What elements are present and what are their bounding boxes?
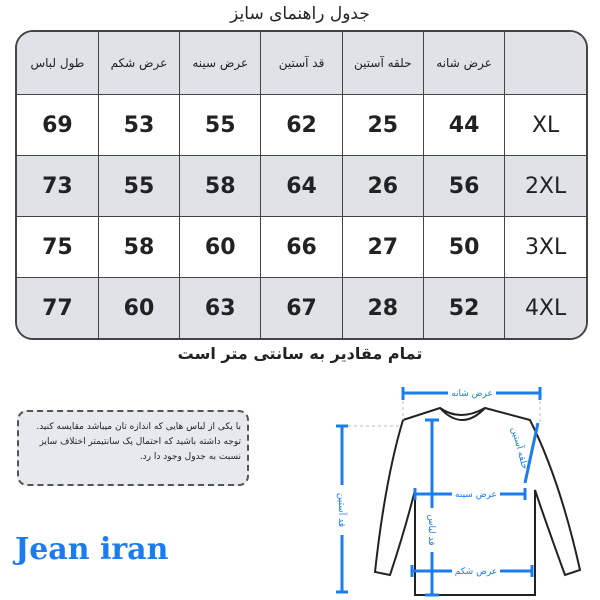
header-cell: عرض شانه <box>422 32 506 95</box>
measurement-tip-box: با یکی از لباس هایی که اندازه تان میباشد… <box>17 410 249 486</box>
cell: 75 <box>17 216 99 279</box>
header-cell: عرض شکم <box>97 32 181 95</box>
cell: 26 <box>341 155 424 218</box>
cell: 60 <box>97 277 181 338</box>
tip-line: با یکی از لباس هایی که اندازه تان میباشد… <box>36 422 241 432</box>
cell: 66 <box>260 216 343 279</box>
cell: 58 <box>179 155 262 218</box>
tip-line: توجه داشته باشید که احتمال یک سانتیمتر ا… <box>39 437 241 462</box>
cell: 60 <box>179 216 262 279</box>
cell: 25 <box>341 93 424 157</box>
label-chest: عرض سینه <box>455 490 497 500</box>
sweater-outline <box>373 406 582 596</box>
units-note: تمام مقادیر به سانتی متر است <box>177 344 423 363</box>
cell: 62 <box>260 93 343 157</box>
cell: 64 <box>260 155 343 218</box>
cell: 28 <box>341 277 424 338</box>
label-shoulder: عرض شانه <box>451 389 493 399</box>
table-row: 3XL 50 27 66 60 58 75 <box>17 216 586 279</box>
cell: 55 <box>97 155 181 218</box>
cell: 50 <box>422 216 506 279</box>
cell: 69 <box>17 93 99 157</box>
label-belly: عرض شکم <box>455 567 498 577</box>
table-row: XL 44 25 62 55 53 69 <box>17 93 586 157</box>
table-header-row: عرض شانه حلقه آستین قد آستین عرض سینه عر… <box>17 32 586 95</box>
table-row: 2XL 56 26 64 58 55 73 <box>17 155 586 218</box>
cell: 27 <box>341 216 424 279</box>
page-title: جدول راهنمای سایز <box>230 4 370 24</box>
cell: 44 <box>422 93 506 157</box>
measure-lines <box>336 387 542 597</box>
cell: 56 <box>422 155 506 218</box>
cell: 63 <box>179 277 262 338</box>
cell: 67 <box>260 277 343 338</box>
label-length: قد لباس <box>426 514 436 545</box>
cell: 58 <box>97 216 181 279</box>
header-cell: عرض سینه <box>179 32 262 95</box>
size-label: 4XL <box>504 277 586 338</box>
cell: 52 <box>422 277 506 338</box>
header-cell: حلقه آستین <box>341 32 424 95</box>
brand-logo: Jean iran <box>15 532 169 567</box>
size-table: عرض شانه حلقه آستین قد آستین عرض سینه عر… <box>15 30 588 340</box>
label-sleeve: قد آستین <box>336 493 348 527</box>
table-row: 4XL 52 28 67 63 60 77 <box>17 277 586 338</box>
cell: 55 <box>179 93 262 157</box>
size-label: 3XL <box>504 216 586 279</box>
header-cell: قد آستین <box>260 32 343 95</box>
cell: 77 <box>17 277 99 338</box>
size-label: XL <box>504 93 586 157</box>
cell: 53 <box>97 93 181 157</box>
label-armhole: حلقه آستین <box>509 426 532 471</box>
cell: 73 <box>17 155 99 218</box>
size-label: 2XL <box>504 155 586 218</box>
header-cell <box>504 32 586 95</box>
sweater-diagram: عرض شانه عرض سینه عرض شکم قد آستین قد لب… <box>336 387 582 597</box>
header-cell: طول لباس <box>17 32 99 95</box>
